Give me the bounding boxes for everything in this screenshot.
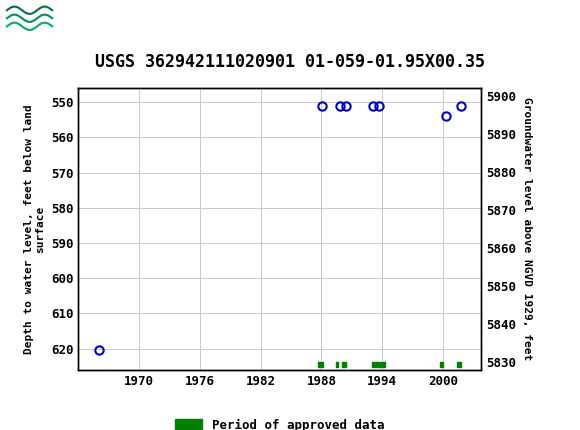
Text: USGS 362942111020901 01-059-01.95X00.35: USGS 362942111020901 01-059-01.95X00.35 (95, 53, 485, 71)
FancyBboxPatch shape (6, 3, 72, 34)
Legend: Period of approved data: Period of approved data (170, 414, 390, 430)
Text: USGS: USGS (78, 9, 122, 27)
Y-axis label: Depth to water level, feet below land
surface: Depth to water level, feet below land su… (24, 104, 45, 354)
Y-axis label: Groundwater level above NGVD 1929, feet: Groundwater level above NGVD 1929, feet (522, 97, 532, 361)
